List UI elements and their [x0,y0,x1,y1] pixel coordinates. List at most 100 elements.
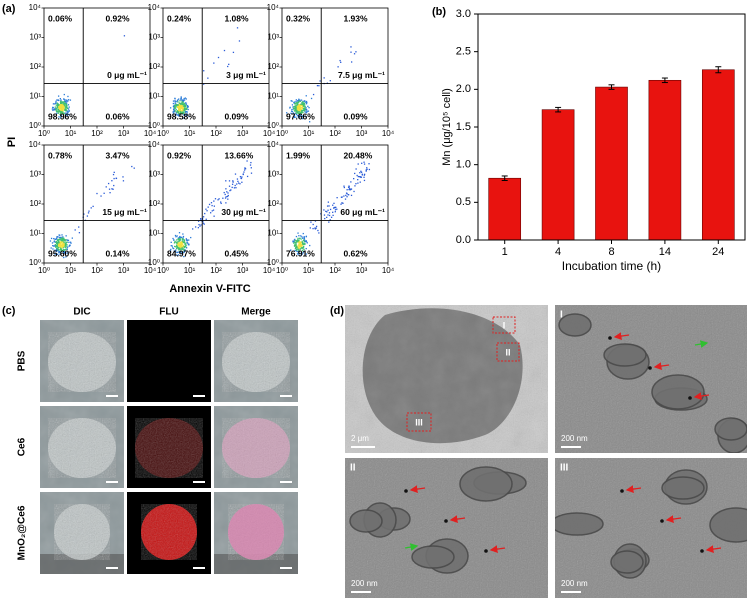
event-dot [83,213,85,215]
x-tick-label: 10² [329,129,341,138]
event-dot [319,80,321,82]
event-dot [224,193,226,196]
particle [700,549,704,553]
event-dot [329,208,332,211]
event-dot [62,108,65,110]
event-dot [59,245,62,248]
event-dot [309,244,311,247]
event-dot [298,115,300,117]
event-dot [300,244,302,247]
event-dot [174,241,176,244]
event-dot [103,192,105,194]
event-dot [185,238,187,240]
event-dot [298,109,300,112]
y-tick-label: 10² [148,62,160,71]
quadrant-percent: 84.97% [167,248,196,258]
event-dot [183,251,185,253]
event-dot [57,239,60,241]
event-dot [111,180,113,182]
event-dot [294,239,296,242]
event-dot [180,97,182,100]
event-dot [180,106,182,109]
micrograph [127,320,211,402]
event-dot [297,240,299,242]
event-dot [65,248,67,250]
event-dot [295,249,298,251]
event-dot [183,114,185,116]
event-dot [302,243,305,246]
event-dot [301,109,304,112]
event-dot [68,113,70,116]
event-dot [181,111,183,114]
event-dot [86,215,89,217]
event-dot [205,218,207,220]
event-dot [123,35,126,37]
event-dot [181,103,183,106]
event-dot [61,109,63,111]
event-dot [122,180,125,182]
event-dot [62,247,64,249]
event-dot [49,240,52,242]
event-dot [60,249,63,251]
event-dot [182,233,184,235]
event-dot [174,104,176,107]
event-dot [297,238,299,241]
event-dot [183,241,185,243]
event-dot [54,103,56,105]
event-dot [181,247,183,249]
sample-label: 3 μg mL⁻¹ [226,70,266,80]
event-dot [68,106,70,108]
event-dot [60,248,63,250]
event-dot [182,106,184,108]
event-dot [60,236,62,238]
event-dot [296,112,298,114]
event-dot [295,241,298,243]
event-dot [64,99,66,101]
x-tick-label: 10³ [118,266,130,275]
event-dot [57,95,60,97]
event-dot [58,238,61,241]
particle [688,396,692,400]
event-dot [63,240,65,242]
red-arrow [693,392,710,400]
event-dot [133,167,135,169]
event-dot [174,240,176,243]
event-dot [366,167,368,169]
event-dot [181,251,183,253]
flow-plot: 0.32% 1.93% 97.66% 0.09% 7.5 μg mL⁻¹ 10⁰ 10¹ 10… [267,3,395,138]
event-dot [175,109,177,111]
event-dot [213,200,215,202]
micrograph [127,406,211,488]
event-dot [305,100,308,103]
event-dot [90,207,92,209]
event-dot [295,110,298,112]
event-dot [350,181,352,183]
event-dot [327,209,329,211]
event-dot [54,244,56,247]
event-dot [250,172,253,174]
row-header: Ce6 [17,437,28,456]
event-dot [246,175,249,178]
event-dot [180,236,183,238]
event-dot [299,248,302,250]
event-dot [185,98,187,100]
organelle [555,512,604,536]
event-dot [304,115,306,117]
event-dot [173,110,176,112]
event-dot [64,117,66,119]
event-dot [66,252,68,254]
event-dot [306,112,308,114]
event-dot [348,188,351,190]
event-dot [299,108,301,110]
event-dot [182,248,185,250]
event-dot [60,242,62,245]
event-dot [63,256,65,259]
event-dot [50,237,53,240]
event-dot [178,114,180,117]
event-dot [300,106,302,109]
event-dot [71,237,73,239]
organelle [349,509,383,533]
event-dot [181,238,183,240]
event-dot [361,174,364,176]
event-dot [180,250,182,253]
